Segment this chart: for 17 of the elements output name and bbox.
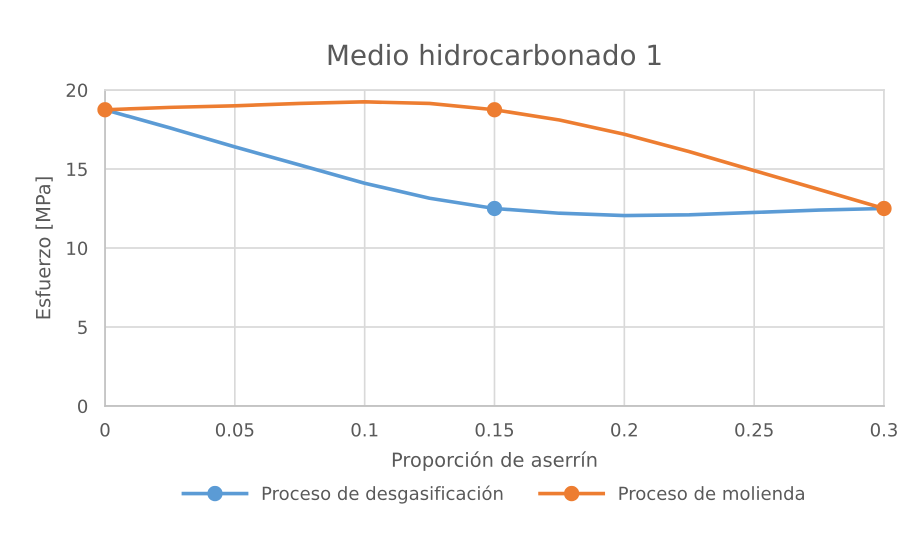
y-axis-title: Esfuerzo [MPa] <box>35 177 53 318</box>
legend-label: Proceso de molienda <box>619 486 804 500</box>
x-axis-title: Proporción de aserrín <box>392 451 596 471</box>
y-tick-label: 10 <box>67 241 88 256</box>
x-tick-label: 0.1 <box>352 422 378 437</box>
chart-title: Medio hidrocarbonado 1 <box>328 44 660 66</box>
y-tick-label: 5 <box>78 320 87 334</box>
y-tick-label: 15 <box>67 162 87 176</box>
x-tick-label: 0.2 <box>611 422 637 437</box>
x-tick-label: 0 <box>100 422 110 437</box>
x-tick-label: 0.3 <box>870 422 897 437</box>
legend-label: Proceso de desgasificación <box>262 485 502 504</box>
x-tick-label: 0.05 <box>216 422 254 437</box>
y-tick-label: 20 <box>66 83 88 98</box>
x-tick-label: 0.15 <box>476 422 514 437</box>
y-tick-label: 0 <box>78 399 88 414</box>
x-tick-label: 0.25 <box>735 422 773 437</box>
